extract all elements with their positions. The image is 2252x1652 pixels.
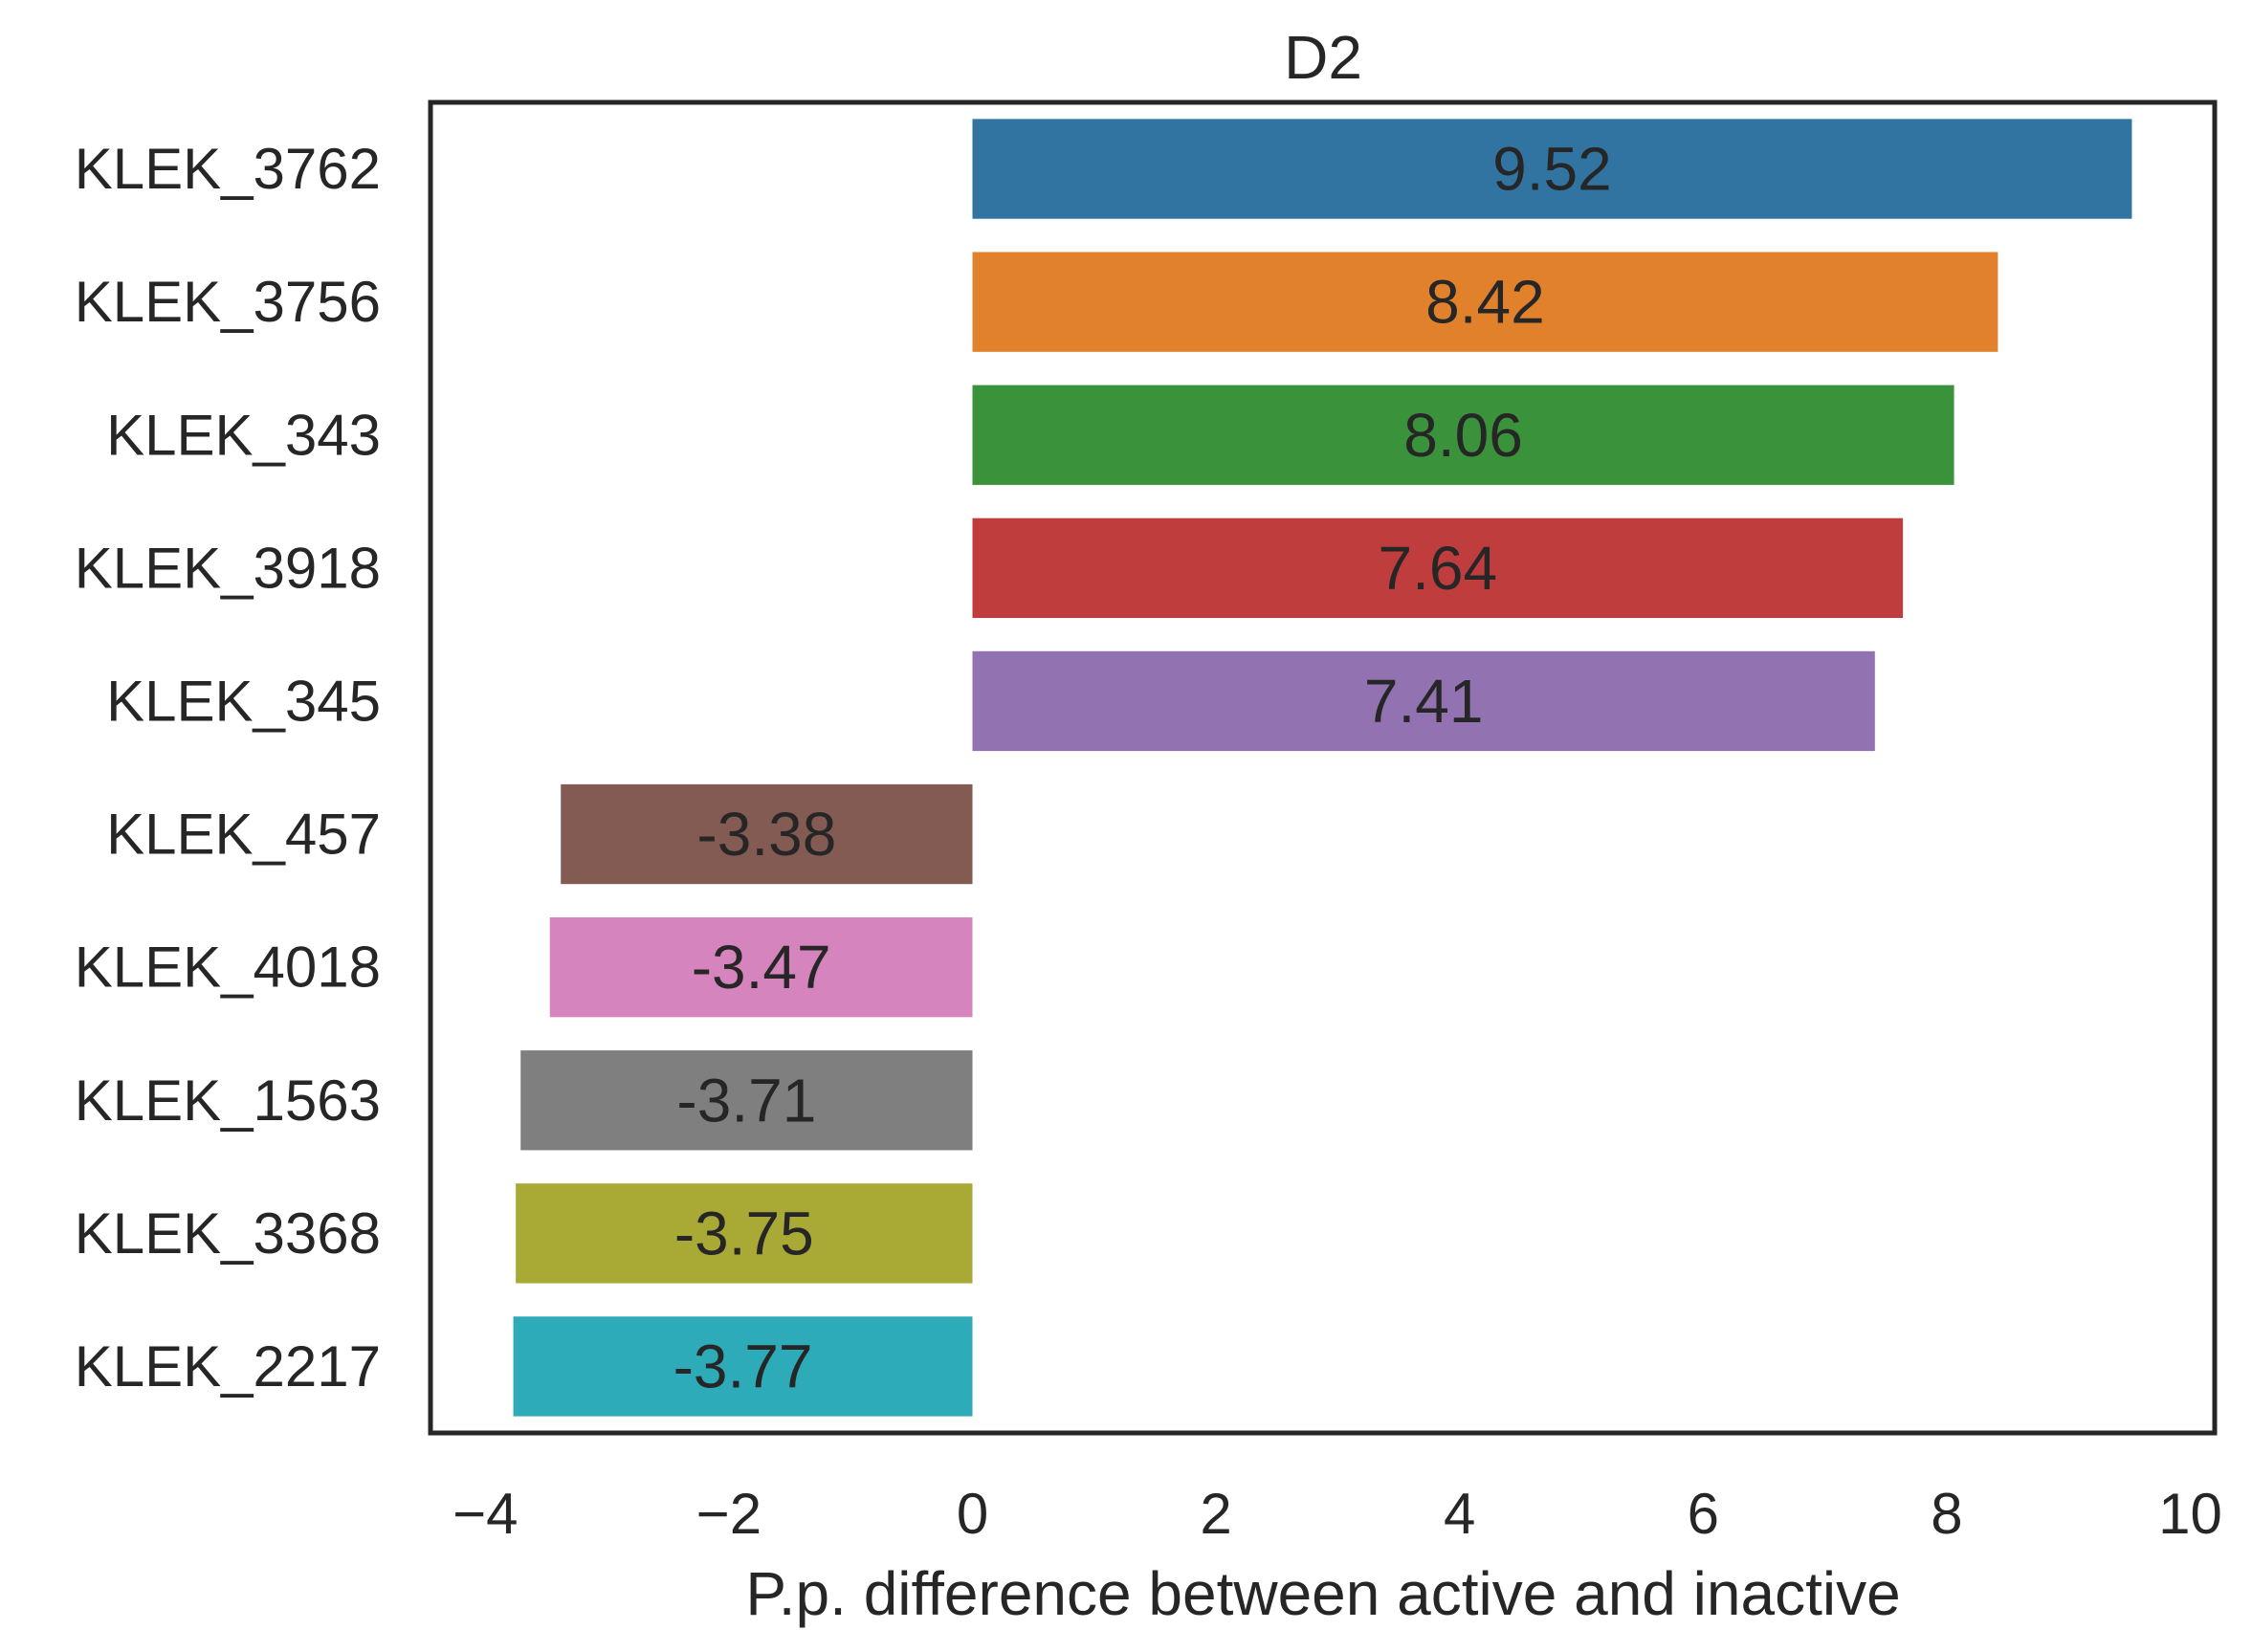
- bar-klek-457: [561, 783, 973, 885]
- x-axis-ticks: −4 −2 0 2 4 6 8 10: [453, 1482, 2222, 1546]
- category-label: KLEK_4018: [75, 936, 381, 1000]
- x-tick-label: −2: [696, 1482, 762, 1546]
- category-labels: KLEK_3762 KLEK_3756 KLEK_343 KLEK_3918 KLEK_…: [75, 137, 381, 1399]
- category-label: KLEK_1563: [75, 1068, 381, 1133]
- value-label: -3.47: [692, 933, 831, 1002]
- category-label: KLEK_343: [106, 403, 381, 467]
- x-tick-label: 6: [1688, 1482, 1719, 1546]
- plot-frame: [428, 99, 2218, 1436]
- category-label: KLEK_2217: [75, 1334, 381, 1399]
- value-label: 7.64: [1379, 534, 1498, 603]
- category-label: KLEK_3368: [75, 1201, 381, 1266]
- x-tick-label: 4: [1444, 1482, 1475, 1546]
- category-label: KLEK_3756: [75, 270, 381, 334]
- value-label: -3.71: [676, 1066, 816, 1134]
- x-tick-label: 0: [957, 1482, 988, 1546]
- bar-klek-3368: [516, 1183, 973, 1284]
- bar-klek-3756: [972, 252, 1998, 352]
- value-label: -3.38: [696, 800, 836, 869]
- value-label: 8.06: [1403, 401, 1523, 470]
- bar-klek-1563: [520, 1050, 973, 1151]
- bar-klek-2217: [513, 1316, 973, 1417]
- bar-klek-3918: [972, 518, 1904, 619]
- x-tick-label: 2: [1200, 1482, 1231, 1546]
- x-tick-label: 10: [2158, 1482, 2222, 1546]
- x-axis-label: P.p. difference between active and inact…: [745, 1559, 1900, 1628]
- bar-klek-4018: [549, 916, 973, 1018]
- value-label: 9.52: [1492, 135, 1612, 204]
- value-label: -3.77: [673, 1332, 813, 1400]
- value-labels: 9.52 8.42 8.06 7.64 7.41 -3.38 -3.47 -3.71 -3.75…: [673, 135, 1612, 1401]
- bars-group: [513, 119, 2132, 1417]
- category-label: KLEK_457: [106, 803, 381, 867]
- value-label: -3.75: [674, 1199, 814, 1267]
- x-tick-label: −4: [453, 1482, 518, 1546]
- x-tick-label: 8: [1931, 1482, 1962, 1546]
- bar-klek-3762: [972, 119, 2132, 219]
- value-label: 7.41: [1364, 667, 1484, 736]
- category-label: KLEK_3762: [75, 137, 381, 201]
- category-label: KLEK_3918: [75, 536, 381, 600]
- bar-klek-345: [972, 650, 1875, 752]
- bar-klek-343: [972, 385, 1954, 485]
- value-label: 8.42: [1425, 268, 1545, 337]
- category-label: KLEK_345: [106, 669, 381, 733]
- chart-title: D2: [1284, 23, 1362, 92]
